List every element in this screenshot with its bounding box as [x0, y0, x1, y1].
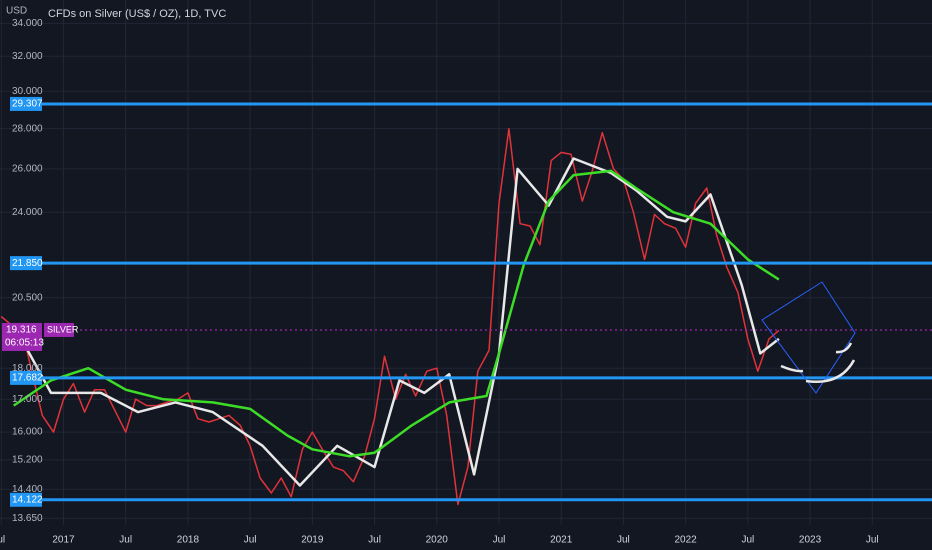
y-tick-label: 30.000 — [12, 86, 43, 97]
drawing-rectangle — [761, 281, 856, 394]
symbol-label: SILVER — [47, 324, 79, 334]
x-tick-label: 2019 — [301, 535, 324, 546]
countdown-label: 06:05:13 — [5, 338, 44, 349]
x-tick-label: 2018 — [177, 535, 200, 546]
x-tick-label: Jul — [741, 535, 754, 546]
last-price-label: 19.316 — [6, 325, 37, 336]
y-tick-label: 24.000 — [12, 207, 43, 218]
series-line — [13, 169, 780, 458]
y-tick-label: 17.000 — [12, 394, 43, 405]
x-tick-label: 2022 — [674, 535, 697, 546]
x-tick-label: Jul — [119, 535, 132, 546]
y-tick-label: 32.000 — [12, 51, 43, 62]
level-label: 14.122 — [12, 494, 43, 505]
y-tick-label: 18.000 — [12, 363, 43, 374]
drawing-arc — [835, 342, 853, 354]
y-tick-label: 28.000 — [12, 123, 43, 134]
y-axis-label: USD — [6, 6, 27, 17]
y-tick-label: 34.000 — [12, 18, 43, 29]
drawing-arc — [805, 359, 856, 384]
level-label-box — [10, 256, 42, 271]
level-label: 17.682 — [12, 373, 43, 384]
x-tick-label: 2017 — [52, 535, 75, 546]
y-tick-label: 15.200 — [12, 455, 43, 466]
drawing-arc — [780, 364, 804, 373]
x-tick-label: Jul — [493, 535, 506, 546]
y-tick-label: 16.000 — [12, 427, 43, 438]
axes: 34.000 32.000 30.000 28.000 26.000 24.000 20.5… — [0, 18, 879, 546]
x-tick-label: 2021 — [550, 535, 573, 546]
x-tick-label: 2023 — [799, 535, 822, 546]
level-label: 21.850 — [12, 258, 43, 269]
x-tick-label: Jul — [368, 535, 381, 546]
y-tick-label: 26.000 — [12, 163, 43, 174]
last-price-box — [2, 322, 42, 351]
level-label-box — [10, 492, 42, 507]
plot — [0, 102, 932, 506]
level-label-box — [10, 96, 42, 111]
x-tick-label: Jul — [866, 535, 879, 546]
x-tick-label: ul — [0, 535, 5, 546]
level-label-box — [10, 370, 42, 385]
x-tick-label: Jul — [617, 535, 630, 546]
chart-title: CFDs on Silver (US$ / OZ), 1D, TVC — [48, 8, 226, 20]
y-tick-label: 14.400 — [12, 484, 43, 495]
y-tick-label: 13.650 — [12, 513, 43, 524]
level-label: 29.307 — [12, 99, 43, 110]
series-line — [12, 157, 780, 487]
symbol-box — [44, 322, 74, 337]
x-tick-label: Jul — [244, 535, 257, 546]
x-tick-label: 2020 — [426, 535, 449, 546]
y-tick-label: 20.500 — [12, 292, 43, 303]
